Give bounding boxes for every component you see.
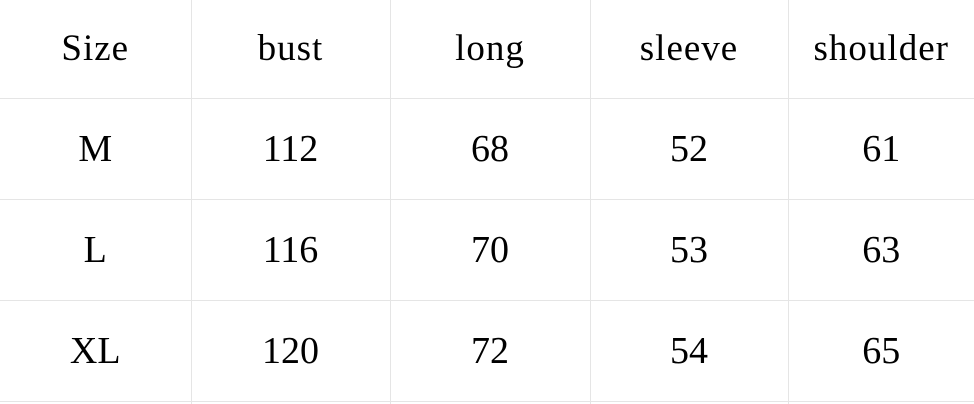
column-header-bust: bust — [191, 0, 391, 99]
table-header: Size bust long sleeve shoulder — [0, 0, 974, 99]
cell-size: L — [0, 199, 192, 301]
column-header-shoulder: shoulder — [788, 0, 974, 99]
cell-sleeve: 54 — [590, 300, 789, 402]
cell-bust: 116 — [191, 199, 391, 301]
table-body: M 112 68 52 61 L 116 70 53 63 XL 120 72 … — [0, 98, 974, 404]
table-row: L 116 70 53 63 — [0, 199, 974, 301]
cell-sleeve: 53 — [590, 199, 789, 301]
cell-long: 70 — [390, 199, 591, 301]
cell-clipped — [390, 401, 591, 404]
cell-bust: 120 — [191, 300, 391, 402]
column-header-size: Size — [0, 0, 192, 99]
cell-clipped — [590, 401, 789, 404]
cell-bust: 112 — [191, 98, 391, 200]
cell-long: 72 — [390, 300, 591, 402]
column-header-long: long — [390, 0, 591, 99]
cell-shoulder: 63 — [788, 199, 974, 301]
table-row: XL 120 72 54 65 — [0, 300, 974, 402]
cell-shoulder: 65 — [788, 300, 974, 402]
cell-clipped — [0, 401, 192, 404]
table-header-row: Size bust long sleeve shoulder — [0, 0, 974, 99]
cell-shoulder: 61 — [788, 98, 974, 200]
cell-size: M — [0, 98, 192, 200]
cell-size: XL — [0, 300, 192, 402]
table-row: M 112 68 52 61 — [0, 98, 974, 200]
cell-long: 68 — [390, 98, 591, 200]
column-header-sleeve: sleeve — [590, 0, 789, 99]
cell-sleeve: 52 — [590, 98, 789, 200]
cell-clipped — [191, 401, 391, 404]
table-row-clipped — [0, 401, 974, 404]
